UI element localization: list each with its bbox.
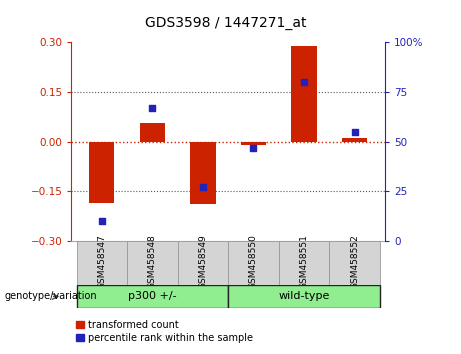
Text: GSM458550: GSM458550 <box>249 234 258 290</box>
Point <box>98 218 106 224</box>
FancyBboxPatch shape <box>279 241 329 285</box>
FancyBboxPatch shape <box>77 241 127 285</box>
Text: GSM458549: GSM458549 <box>198 235 207 289</box>
Point <box>351 129 358 135</box>
Bar <box>190 142 216 204</box>
FancyBboxPatch shape <box>127 241 177 285</box>
FancyBboxPatch shape <box>77 285 228 308</box>
Point <box>199 184 207 190</box>
Point <box>301 79 308 85</box>
FancyBboxPatch shape <box>228 285 380 308</box>
Bar <box>241 142 266 145</box>
Text: p300 +/-: p300 +/- <box>128 291 177 302</box>
Bar <box>89 142 114 203</box>
Text: genotype/variation: genotype/variation <box>5 291 97 302</box>
Text: GSM458548: GSM458548 <box>148 235 157 289</box>
Text: GSM458551: GSM458551 <box>300 234 308 290</box>
Text: GDS3598 / 1447271_at: GDS3598 / 1447271_at <box>145 16 307 30</box>
Bar <box>291 46 317 142</box>
Point <box>250 145 257 150</box>
FancyBboxPatch shape <box>177 241 228 285</box>
Text: GSM458552: GSM458552 <box>350 235 359 289</box>
FancyBboxPatch shape <box>329 241 380 285</box>
Legend: transformed count, percentile rank within the sample: transformed count, percentile rank withi… <box>77 320 253 343</box>
Text: wild-type: wild-type <box>278 291 330 302</box>
FancyBboxPatch shape <box>228 241 279 285</box>
Bar <box>140 124 165 142</box>
Point <box>148 105 156 111</box>
Text: GSM458547: GSM458547 <box>97 235 106 289</box>
Bar <box>342 138 367 142</box>
